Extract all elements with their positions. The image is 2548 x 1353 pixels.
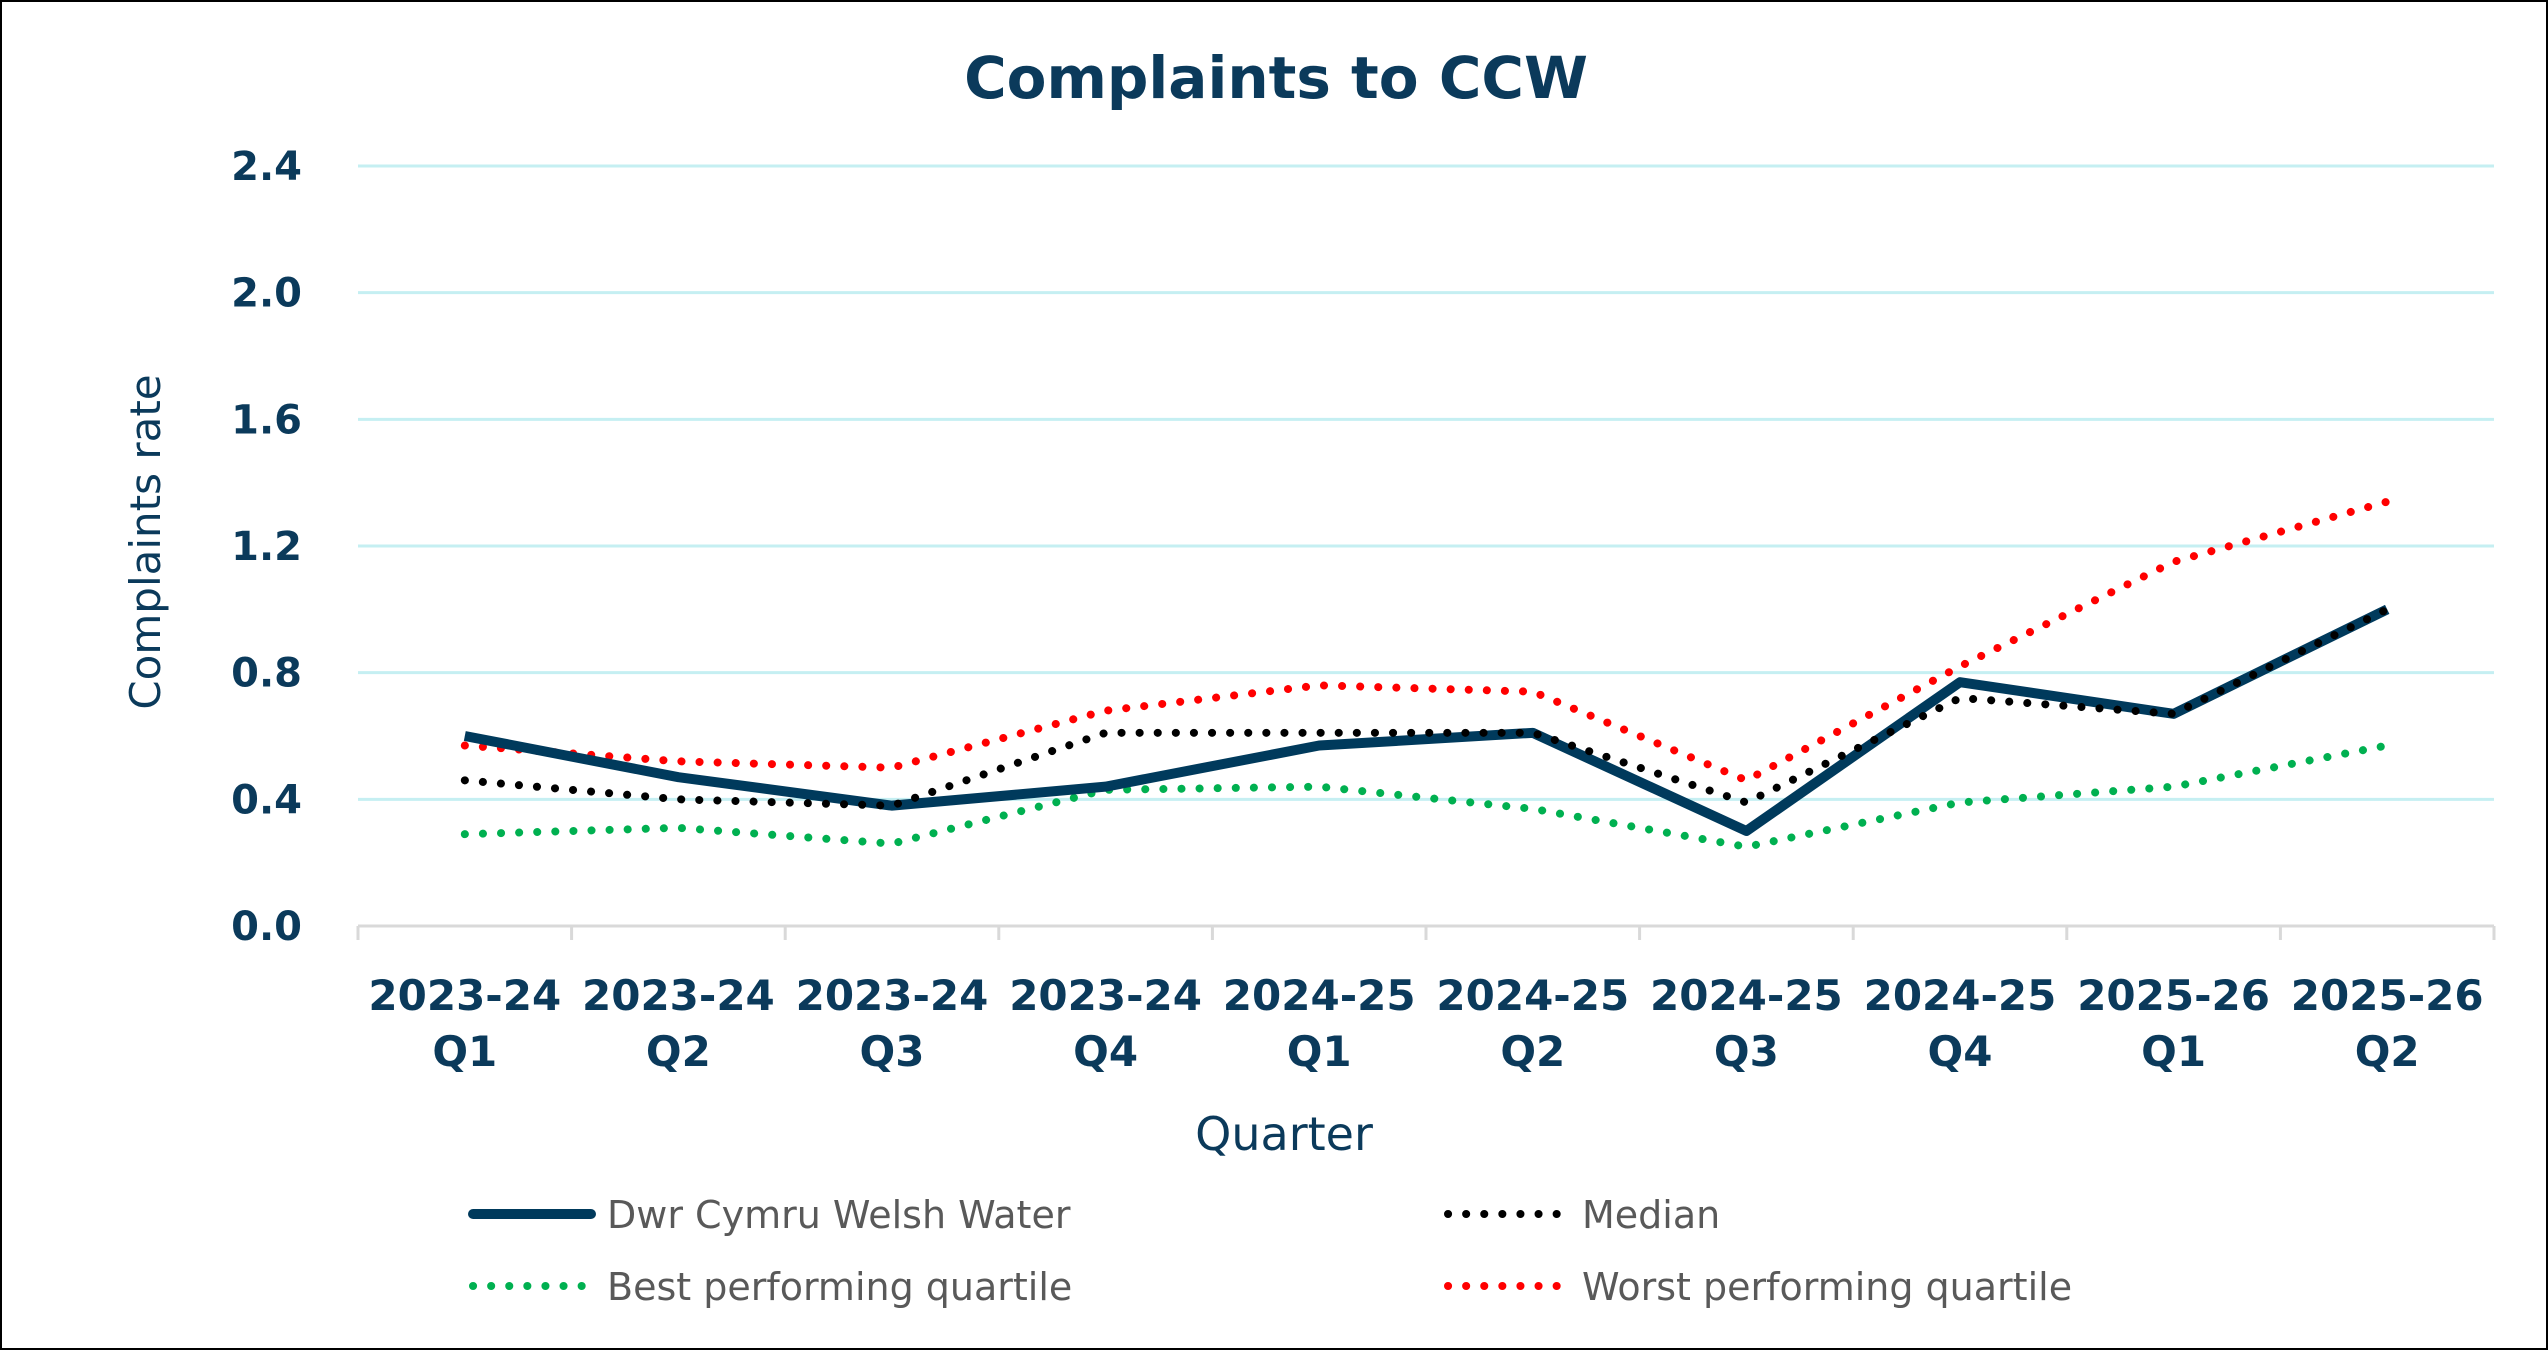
x-tick-label: Q1 bbox=[432, 1027, 497, 1076]
series-lines bbox=[465, 502, 2388, 847]
x-tick-label: 2025-26 bbox=[2291, 971, 2484, 1020]
x-tick-label: Q1 bbox=[2141, 1027, 2206, 1076]
x-axis-label: Quarter bbox=[1195, 1107, 1373, 1161]
chart-title: Complaints to CCW bbox=[964, 44, 1588, 112]
x-tick-label: 2023-24 bbox=[368, 971, 561, 1020]
y-tick-label: 2.4 bbox=[231, 144, 302, 190]
legend-label: Worst performing quartile bbox=[1582, 1265, 2072, 1309]
x-tick-label: 2023-24 bbox=[796, 971, 989, 1020]
y-tick-label: 1.2 bbox=[231, 524, 302, 570]
x-tick-label: 2024-25 bbox=[1223, 971, 1416, 1020]
x-tick-label: Q4 bbox=[1073, 1027, 1138, 1076]
x-axis: 2023-24 Q1 2023-24 Q2 2023-24 Q3 2023-24 Q4 2024… bbox=[358, 926, 2494, 1076]
legend-label: Dwr Cymru Welsh Water bbox=[607, 1193, 1071, 1237]
y-tick-label: 2.0 bbox=[231, 271, 302, 317]
gridlines bbox=[358, 166, 2494, 799]
legend: Dwr Cymru Welsh Water Median Best performi… bbox=[473, 1193, 2072, 1309]
series-line-median bbox=[465, 609, 2387, 805]
x-tick-label: Q2 bbox=[646, 1027, 711, 1076]
x-tick-label: Q2 bbox=[1500, 1027, 1565, 1076]
x-tick-label: 2024-25 bbox=[1436, 971, 1629, 1020]
x-tick-label: Q3 bbox=[1714, 1027, 1779, 1076]
y-tick-labels: 0.0 0.4 0.8 1.2 1.6 2.0 2.4 bbox=[231, 144, 302, 950]
legend-label: Median bbox=[1582, 1193, 1720, 1237]
y-axis-label: Complaints rate bbox=[121, 374, 170, 709]
x-tick-label: Q1 bbox=[1287, 1027, 1352, 1076]
y-tick-label: 0.0 bbox=[231, 904, 302, 950]
x-tick-label: 2024-25 bbox=[1864, 971, 2057, 1020]
y-tick-label: 1.6 bbox=[231, 397, 302, 443]
x-tick-label: 2023-24 bbox=[582, 971, 775, 1020]
x-tick-label: 2025-26 bbox=[2077, 971, 2270, 1020]
x-tick-label: 2023-24 bbox=[1009, 971, 1202, 1020]
x-tick-label: Q2 bbox=[2355, 1027, 2420, 1076]
y-tick-label: 0.8 bbox=[231, 651, 302, 697]
x-tick-label: Q3 bbox=[860, 1027, 925, 1076]
legend-label: Best performing quartile bbox=[607, 1265, 1072, 1309]
x-tick-label: 2024-25 bbox=[1650, 971, 1843, 1020]
x-tick-label: Q4 bbox=[1928, 1027, 1993, 1076]
y-tick-label: 0.4 bbox=[231, 777, 302, 823]
